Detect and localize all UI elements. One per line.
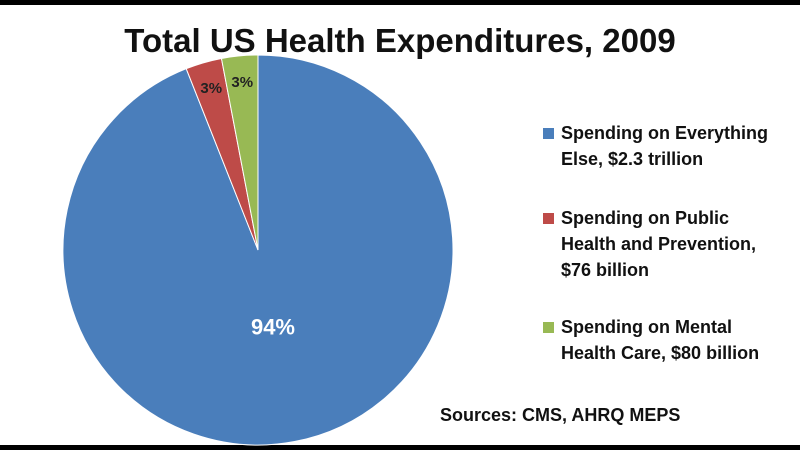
- legend-swatch: [543, 322, 554, 333]
- legend-item: Spending on Mental Health Care, $80 bill…: [543, 314, 788, 366]
- slice-label: 3%: [231, 74, 253, 91]
- legend-label: Spending on Mental Health Care, $80 bill…: [561, 317, 760, 363]
- slice-label: 94%: [251, 314, 295, 339]
- source-note: Sources: CMS, AHRQ MEPS: [440, 405, 681, 425]
- chart-title: Total US Health Expenditures, 2009: [124, 22, 676, 59]
- bottom-border: [0, 445, 800, 450]
- legend-label: Spending on Public Health and Prevention…: [561, 208, 757, 280]
- pie-slice: [220, 54, 259, 251]
- legend-item: Spending on Everything Else, $2.3 trilli…: [543, 120, 788, 172]
- legend-label: Spending on Everything Else, $2.3 trilli…: [561, 123, 769, 169]
- legend-swatch: [543, 128, 554, 139]
- legend-item: Spending on Public Health and Prevention…: [543, 205, 788, 283]
- legend-swatch: [543, 213, 554, 224]
- top-border: [0, 0, 800, 5]
- slice-label: 3%: [200, 80, 222, 97]
